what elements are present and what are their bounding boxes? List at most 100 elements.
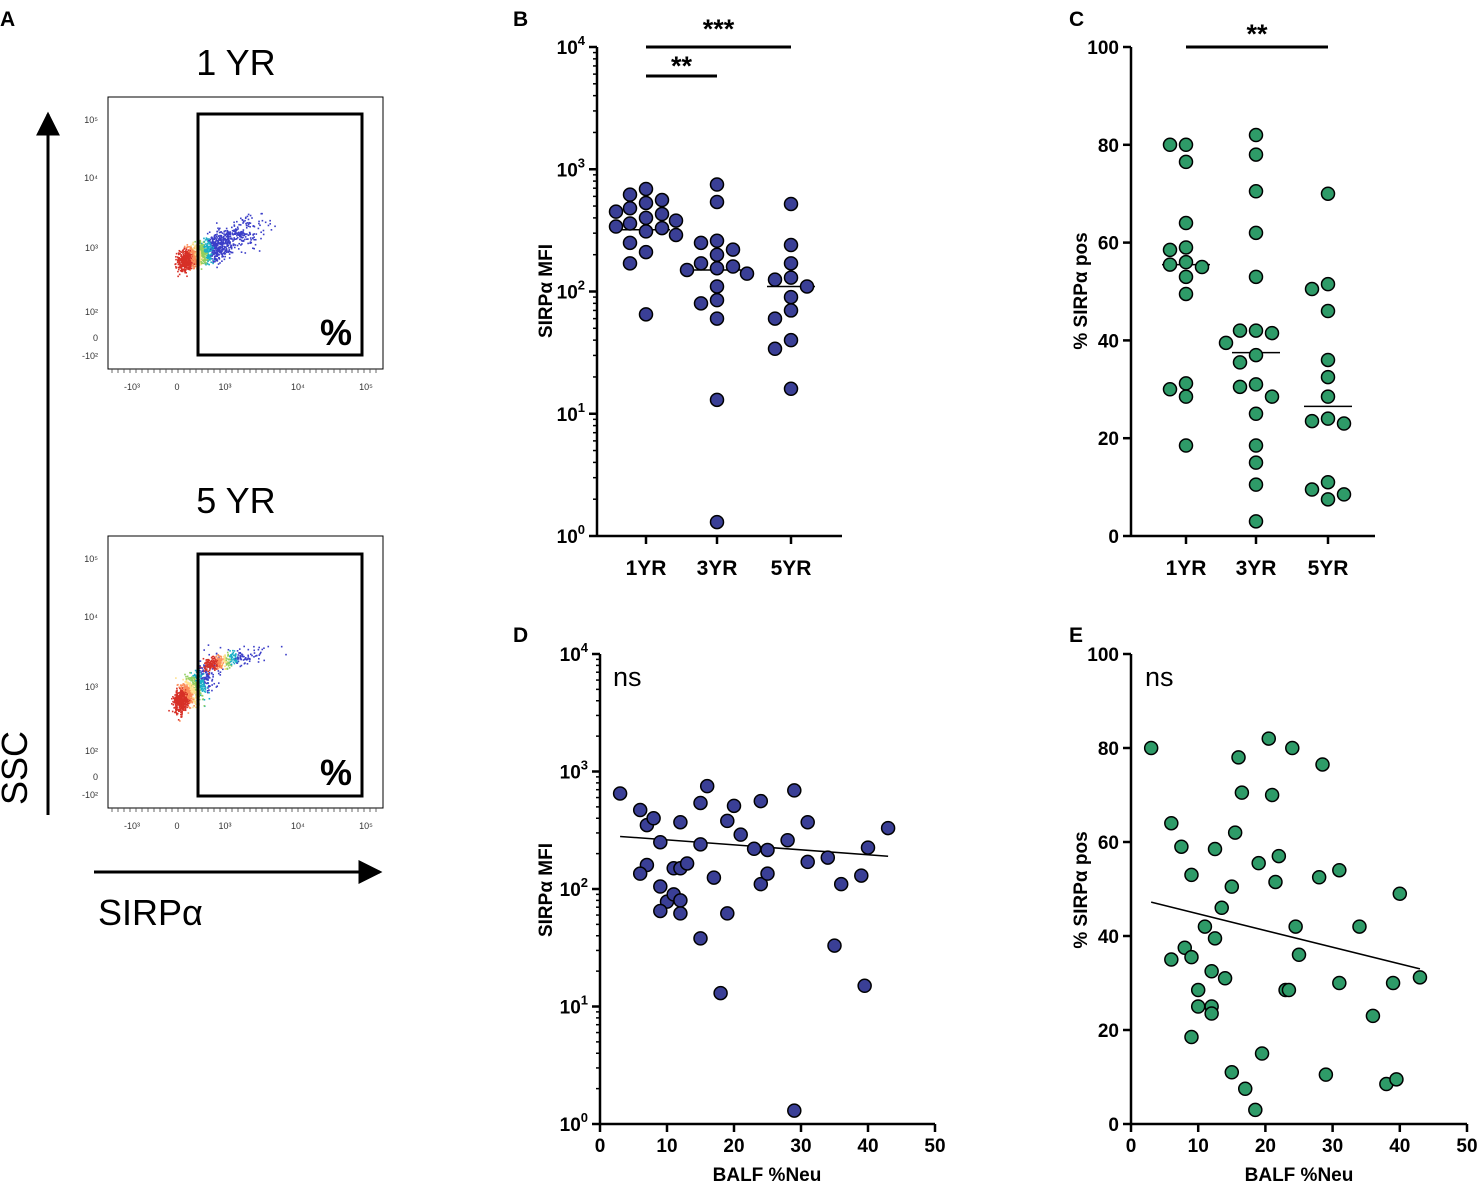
flow-event-dot <box>225 246 227 248</box>
flow-event-dot <box>236 662 238 664</box>
flow-event-dot <box>176 706 178 708</box>
flow-event-dot <box>208 666 211 669</box>
panel-e-data-point <box>1174 839 1189 854</box>
flow-event-dot <box>207 677 209 679</box>
panel-c-data-point <box>1320 492 1336 507</box>
flow-event-dot <box>192 248 195 251</box>
flow-event-dot <box>211 689 213 692</box>
gate-box-1yr <box>196 112 364 357</box>
flow-event-dot <box>201 245 204 247</box>
flow-event-dot <box>228 658 231 661</box>
flow-event-dot <box>202 255 204 258</box>
panel-e-data-point <box>1315 757 1330 772</box>
panel-b-data-point <box>679 262 695 278</box>
flow-event-dot <box>186 690 188 693</box>
flow-event-dot <box>181 687 184 689</box>
panel-d-y-axis-title: SIRPα MFI <box>536 843 557 937</box>
flow-event-dot <box>232 243 235 246</box>
flow-event-dot <box>185 256 188 259</box>
flow-event-dot <box>201 258 203 260</box>
flow-event-dot <box>240 231 242 233</box>
flow-event-dot <box>227 654 229 657</box>
flow-event-dot <box>199 671 202 674</box>
flow-event-dot <box>215 222 218 224</box>
flow-event-dot <box>207 251 209 254</box>
flow-event-dot <box>232 659 234 661</box>
flow-event-dot <box>192 683 195 685</box>
flow-event-dot <box>192 681 194 684</box>
flow-event-dot <box>209 238 212 241</box>
flow-event-dot <box>192 264 195 267</box>
panel-b-points <box>608 177 815 530</box>
flow-event-dot <box>247 648 250 651</box>
flow-event-dot <box>225 235 228 238</box>
flow-event-dot <box>192 241 195 244</box>
flow-event-dot <box>228 662 231 665</box>
flow-event-dot <box>184 673 186 676</box>
panel-c-significance-label: ** <box>1246 19 1268 49</box>
flow-event-dot <box>204 262 207 265</box>
flow-event-dot <box>184 259 186 262</box>
flow-event-dot <box>209 248 211 250</box>
flow-event-dot <box>188 702 190 705</box>
flow-event-dot <box>225 248 228 251</box>
flow-event-dot <box>213 258 216 261</box>
flow-event-dot <box>175 677 177 679</box>
flow-event-dot <box>203 255 205 257</box>
panel-e-x-tick-label: 50 <box>1456 1136 1477 1157</box>
flow-event-dot <box>191 693 193 696</box>
flow-event-dot <box>221 260 223 263</box>
flow-event-dot <box>201 677 204 679</box>
flow-event-dot <box>238 652 241 654</box>
flow-event-dot <box>227 236 230 238</box>
flow-event-dot <box>176 261 179 264</box>
flow-event-dot <box>191 263 194 265</box>
flow-event-dot <box>201 667 204 669</box>
flow-event-dot <box>187 254 190 257</box>
flow-event-dot <box>226 229 229 232</box>
flow-event-dot <box>247 238 249 240</box>
flow-event-dot <box>239 224 242 226</box>
flow-event-dot <box>183 268 185 271</box>
flow-y-tick-label: 10² <box>85 746 98 756</box>
flow-event-dot <box>183 694 185 697</box>
flow-event-dot <box>200 677 203 680</box>
flow-event-dot <box>227 250 229 253</box>
panel-b-data-point <box>608 204 624 219</box>
flow-event-dot <box>191 679 194 682</box>
flow-event-dot <box>184 264 187 266</box>
panel-c-data-point <box>1320 186 1336 201</box>
panel-e-data-point <box>1248 1102 1263 1118</box>
panel-c-data-point <box>1248 184 1264 199</box>
panel-d-data-point <box>733 827 748 842</box>
flow-event-dot <box>247 213 250 216</box>
flow-event-dot <box>180 257 183 260</box>
flow-event-dot <box>238 223 240 226</box>
flow-event-dot <box>236 220 238 223</box>
flow-event-dot <box>210 659 213 662</box>
flow-event-dot <box>198 242 201 245</box>
flow-event-dot <box>223 655 225 658</box>
flow-event-dot <box>192 676 194 679</box>
flow-event-dot <box>188 266 191 269</box>
flow-event-dot <box>214 248 217 250</box>
panel-b-data-point <box>638 195 654 211</box>
flow-event-dot <box>229 650 231 652</box>
panel-e-data-point <box>1224 879 1240 894</box>
flow-event-dot <box>201 670 203 673</box>
flow-event-dot <box>228 249 231 251</box>
flow-event-dot <box>207 674 209 676</box>
panel-e-data-point <box>1264 787 1280 803</box>
panel-d-data-point <box>713 985 728 1001</box>
flow-event-dot <box>206 689 209 692</box>
flow-event-dot <box>187 246 189 248</box>
panel-letter-e: E <box>1069 624 1083 647</box>
flow-event-dot <box>200 263 203 266</box>
flow-event-dot <box>232 240 234 242</box>
flow-event-dot <box>215 246 218 248</box>
panel-e-data-point <box>1392 886 1408 901</box>
flow-event-dot <box>215 238 218 241</box>
flow-event-dot <box>205 263 207 266</box>
flow-event-dot <box>190 694 192 697</box>
flow-event-dot <box>226 231 229 233</box>
